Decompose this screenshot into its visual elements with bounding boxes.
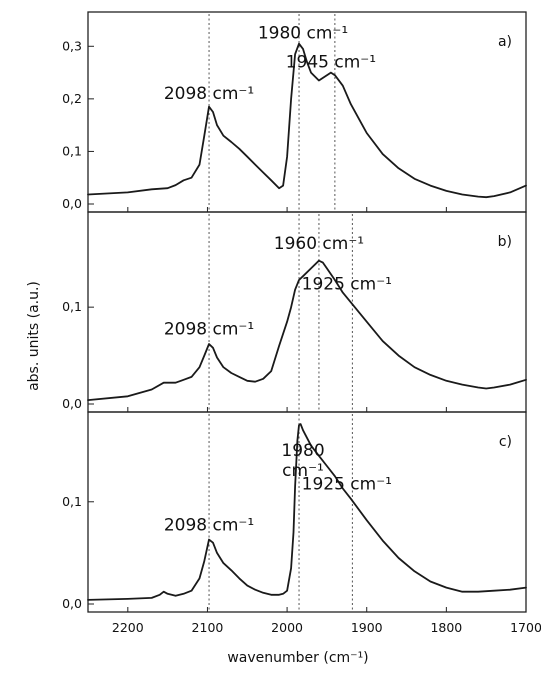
- panel-a-peak-label: 1945 cm⁻¹: [286, 52, 376, 72]
- reference-lines: [208, 14, 353, 610]
- panel-c-ytick-label: 0,0: [62, 596, 82, 611]
- y-axis-title: abs. units (a.u.): [26, 281, 42, 391]
- x-tick-label: 2100: [192, 620, 224, 635]
- panel-b-peak-label: 2098 cm⁻¹: [164, 319, 254, 339]
- panel-b-ytick-label: 0,0: [62, 396, 82, 411]
- panel-b-peak-label: 1960 cm⁻¹: [274, 234, 364, 254]
- panel-c-ytick-label: 0,1: [62, 494, 82, 509]
- panel-a-ytick-label: 0,0: [62, 196, 82, 211]
- x-axis-title: wavenumber (cm⁻¹): [227, 650, 368, 666]
- panel-c-peak-label: 2098 cm⁻¹: [164, 515, 254, 535]
- panel-c-spectrum-line: [87, 423, 527, 601]
- panel-a-peak-label: 2098 cm⁻¹: [164, 84, 254, 104]
- spectra-curves: [87, 42, 527, 601]
- panel-b-letter: b): [498, 234, 512, 250]
- x-tick-label: 1800: [430, 620, 462, 635]
- axes-layer: [87, 11, 527, 613]
- x-tick-label: 1900: [351, 620, 383, 635]
- panel-a-letter: a): [498, 34, 512, 50]
- panel-b-spectrum-line: [87, 259, 527, 401]
- panel-c-peak-label: 1925 cm⁻¹: [302, 475, 392, 495]
- panel-a-peak-label: 1980 cm⁻¹: [258, 23, 348, 43]
- panel-c-peak-label: 1980 cm⁻¹: [281, 441, 324, 481]
- text-layer: 0,0 0,1 0,2 0,3 a) 2098 cm⁻¹ 1980 cm⁻¹ 1945 cm⁻…: [62, 23, 541, 635]
- x-tick-label: 1700: [510, 620, 541, 635]
- panel-a-ytick-label: 0,1: [62, 143, 82, 158]
- panel-c-letter: c): [499, 434, 512, 450]
- panel-a-ytick-label: 0,2: [62, 91, 82, 106]
- panel-a-spectrum-line: [87, 42, 527, 199]
- x-tick-label: 2000: [271, 620, 303, 635]
- x-tick-label: 2200: [112, 620, 144, 635]
- panel-a-ytick-label: 0,3: [62, 38, 82, 53]
- panel-b-ytick-label: 0,1: [62, 299, 82, 314]
- panel-b-peak-label: 1925 cm⁻¹: [302, 275, 392, 295]
- panel-c-frame: [87, 411, 527, 613]
